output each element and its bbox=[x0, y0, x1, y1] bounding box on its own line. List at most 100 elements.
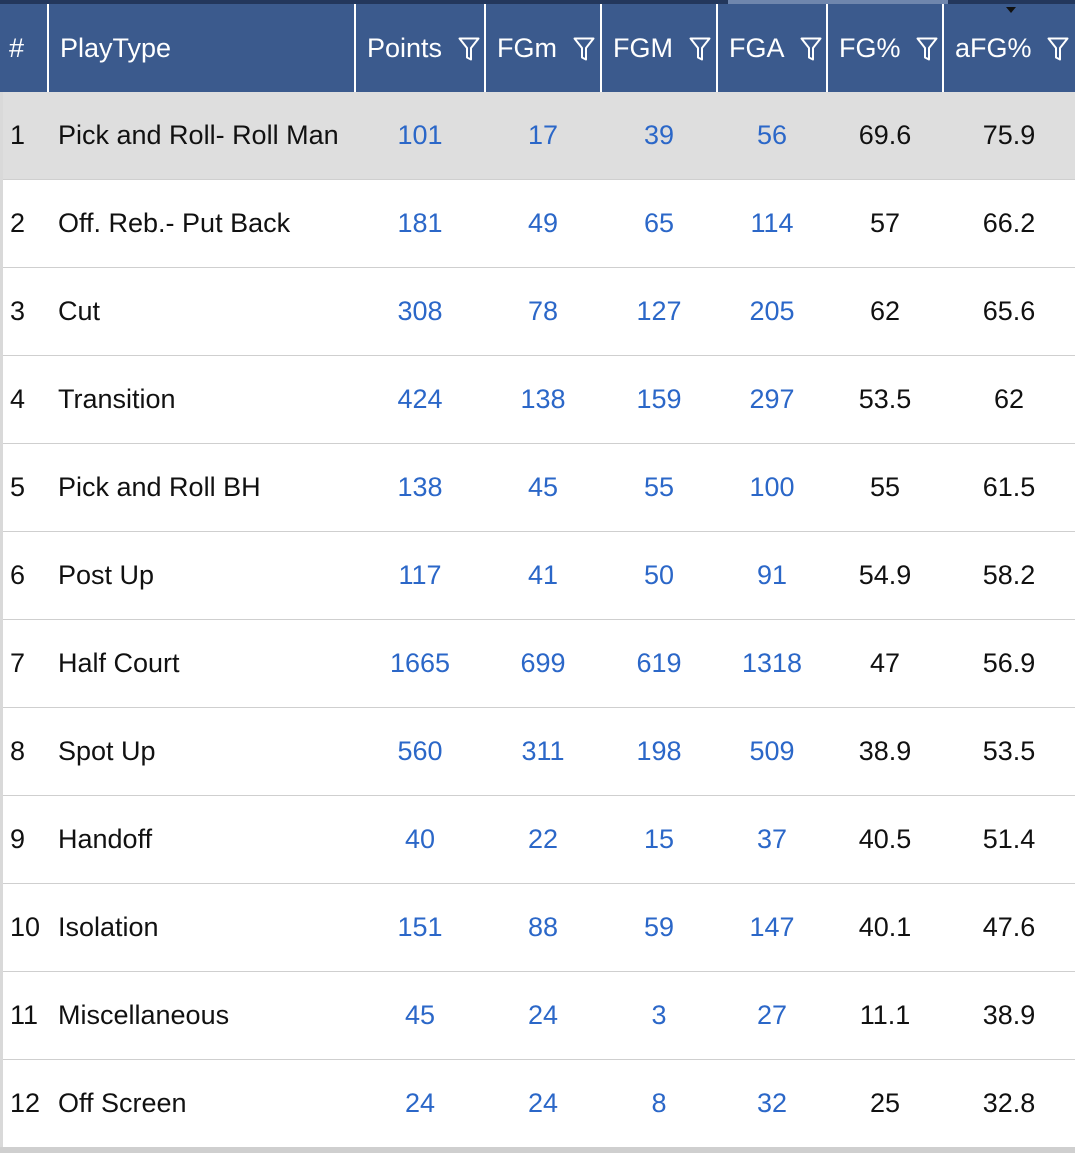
cell-fgm-missed-link[interactable]: 24 bbox=[485, 1059, 601, 1148]
cell-fg-pct: 57 bbox=[827, 179, 943, 268]
filter-funnel-icon[interactable] bbox=[458, 36, 480, 62]
cell-index: 5 bbox=[0, 443, 48, 532]
cell-fgm-link[interactable]: 59 bbox=[601, 883, 717, 972]
cell-fgm-link[interactable]: 65 bbox=[601, 179, 717, 268]
cell-playtype: Handoff bbox=[48, 795, 355, 884]
table-row[interactable]: 10 Isolation 151 88 59 147 40.1 47.6 bbox=[0, 883, 1075, 972]
cell-fga-link[interactable]: 114 bbox=[717, 179, 827, 268]
filter-funnel-icon[interactable] bbox=[800, 36, 822, 62]
cell-fgm-missed-link[interactable]: 311 bbox=[485, 707, 601, 796]
cell-fga-link[interactable]: 91 bbox=[717, 531, 827, 620]
cell-afg-pct: 38.9 bbox=[943, 971, 1075, 1060]
cell-points-link[interactable]: 45 bbox=[355, 971, 485, 1060]
header-afg-pct[interactable]: aFG% bbox=[942, 4, 1075, 92]
cell-fgm-link[interactable]: 55 bbox=[601, 443, 717, 532]
cell-fgm-link[interactable]: 127 bbox=[601, 267, 717, 356]
cell-fgm-link[interactable]: 39 bbox=[601, 92, 717, 180]
filter-funnel-icon[interactable] bbox=[573, 36, 595, 62]
cell-afg-pct: 32.8 bbox=[943, 1059, 1075, 1148]
table-row[interactable]: 1 Pick and Roll- Roll Man 101 17 39 56 69.6 75.… bbox=[0, 92, 1075, 180]
cell-fga-link[interactable]: 509 bbox=[717, 707, 827, 796]
cell-fg-pct: 38.9 bbox=[827, 707, 943, 796]
cell-fgm-link[interactable]: 3 bbox=[601, 971, 717, 1060]
cell-points-link[interactable]: 151 bbox=[355, 883, 485, 972]
header-playtype[interactable]: PlayType bbox=[47, 4, 355, 92]
cell-fga-link[interactable]: 147 bbox=[717, 883, 827, 972]
cell-points-link[interactable]: 424 bbox=[355, 355, 485, 444]
cell-playtype: Off. Reb.- Put Back bbox=[48, 179, 355, 268]
horizontal-scrollbar[interactable] bbox=[0, 1147, 1075, 1153]
table-row[interactable]: 6 Post Up 117 41 50 91 54.9 58.2 bbox=[0, 531, 1075, 620]
header-label: PlayType bbox=[60, 33, 172, 64]
cell-fgm-link[interactable]: 15 bbox=[601, 795, 717, 884]
cell-fg-pct: 54.9 bbox=[827, 531, 943, 620]
header-label: # bbox=[9, 33, 25, 64]
table-row[interactable]: 12 Off Screen 24 24 8 32 25 32.8 bbox=[0, 1059, 1075, 1148]
cell-fgm-missed-link[interactable]: 41 bbox=[485, 531, 601, 620]
cell-afg-pct: 56.9 bbox=[943, 619, 1075, 708]
cell-fgm-link[interactable]: 159 bbox=[601, 355, 717, 444]
table-row[interactable]: 2 Off. Reb.- Put Back 181 49 65 114 57 66.2 bbox=[0, 179, 1075, 268]
cell-fgm-missed-link[interactable]: 49 bbox=[485, 179, 601, 268]
cell-fgm-link[interactable]: 8 bbox=[601, 1059, 717, 1148]
cell-points-link[interactable]: 24 bbox=[355, 1059, 485, 1148]
cell-points-link[interactable]: 181 bbox=[355, 179, 485, 268]
header-index[interactable]: # bbox=[0, 4, 48, 92]
cell-points-link[interactable]: 308 bbox=[355, 267, 485, 356]
header-fgm[interactable]: FGM bbox=[600, 4, 717, 92]
cell-fgm-missed-link[interactable]: 138 bbox=[485, 355, 601, 444]
table-row[interactable]: 5 Pick and Roll BH 138 45 55 100 55 61.5 bbox=[0, 443, 1075, 532]
cell-fga-link[interactable]: 56 bbox=[717, 92, 827, 180]
table-row[interactable]: 9 Handoff 40 22 15 37 40.5 51.4 bbox=[0, 795, 1075, 884]
cell-points-link[interactable]: 138 bbox=[355, 443, 485, 532]
cell-fgm-missed-link[interactable]: 78 bbox=[485, 267, 601, 356]
cell-fga-link[interactable]: 297 bbox=[717, 355, 827, 444]
header-label: FGM bbox=[613, 33, 673, 64]
header-label: FG% bbox=[839, 33, 901, 64]
header-fga[interactable]: FGA bbox=[716, 4, 827, 92]
cell-fgm-missed-link[interactable]: 24 bbox=[485, 971, 601, 1060]
cell-fgm-missed-link[interactable]: 22 bbox=[485, 795, 601, 884]
table-row[interactable]: 11 Miscellaneous 45 24 3 27 11.1 38.9 bbox=[0, 971, 1075, 1060]
cell-points-link[interactable]: 40 bbox=[355, 795, 485, 884]
cell-fgm-missed-link[interactable]: 88 bbox=[485, 883, 601, 972]
table-row[interactable]: 7 Half Court 1665 699 619 1318 47 56.9 bbox=[0, 619, 1075, 708]
cell-points-link[interactable]: 1665 bbox=[355, 619, 485, 708]
cell-fg-pct: 40.1 bbox=[827, 883, 943, 972]
cell-fgm-missed-link[interactable]: 699 bbox=[485, 619, 601, 708]
header-fg-pct[interactable]: FG% bbox=[826, 4, 943, 92]
table-row[interactable]: 4 Transition 424 138 159 297 53.5 62 bbox=[0, 355, 1075, 444]
cell-fga-link[interactable]: 37 bbox=[717, 795, 827, 884]
cell-fga-link[interactable]: 27 bbox=[717, 971, 827, 1060]
cell-playtype: Post Up bbox=[48, 531, 355, 620]
cell-points-link[interactable]: 101 bbox=[355, 92, 485, 180]
filter-funnel-icon[interactable] bbox=[1047, 36, 1069, 62]
cell-points-link[interactable]: 560 bbox=[355, 707, 485, 796]
header-points[interactable]: Points bbox=[354, 4, 485, 92]
cell-fgm-link[interactable]: 50 bbox=[601, 531, 717, 620]
cell-playtype: Half Court bbox=[48, 619, 355, 708]
header-fgm-missed[interactable]: FGm bbox=[484, 4, 601, 92]
cell-afg-pct: 47.6 bbox=[943, 883, 1075, 972]
filter-funnel-icon[interactable] bbox=[689, 36, 711, 62]
header-label: FGm bbox=[497, 33, 557, 64]
cell-fgm-link[interactable]: 619 bbox=[601, 619, 717, 708]
cell-fga-link[interactable]: 1318 bbox=[717, 619, 827, 708]
cell-points-link[interactable]: 117 bbox=[355, 531, 485, 620]
filter-funnel-icon[interactable] bbox=[916, 36, 938, 62]
cell-fg-pct: 69.6 bbox=[827, 92, 943, 180]
cell-fga-link[interactable]: 205 bbox=[717, 267, 827, 356]
cell-fga-link[interactable]: 32 bbox=[717, 1059, 827, 1148]
table-row[interactable]: 3 Cut 308 78 127 205 62 65.6 bbox=[0, 267, 1075, 356]
cell-afg-pct: 61.5 bbox=[943, 443, 1075, 532]
cell-fgm-missed-link[interactable]: 45 bbox=[485, 443, 601, 532]
cell-afg-pct: 53.5 bbox=[943, 707, 1075, 796]
cell-afg-pct: 75.9 bbox=[943, 92, 1075, 180]
cell-index: 1 bbox=[0, 92, 48, 180]
table-row[interactable]: 8 Spot Up 560 311 198 509 38.9 53.5 bbox=[0, 707, 1075, 796]
cell-fga-link[interactable]: 100 bbox=[717, 443, 827, 532]
cell-fgm-missed-link[interactable]: 17 bbox=[485, 92, 601, 180]
cell-fgm-link[interactable]: 198 bbox=[601, 707, 717, 796]
cell-playtype: Miscellaneous bbox=[48, 971, 355, 1060]
